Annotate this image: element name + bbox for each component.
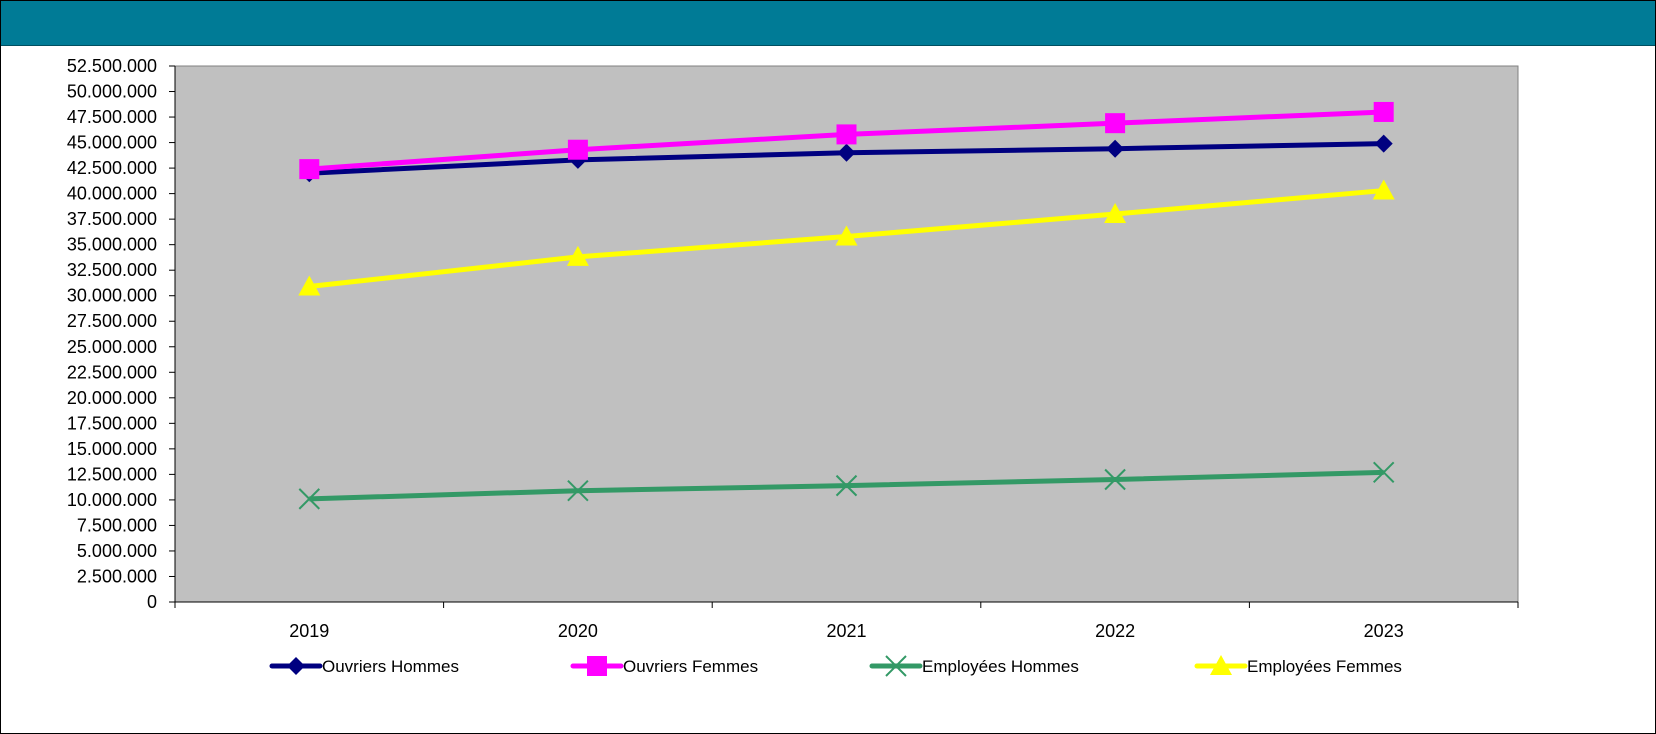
data-point xyxy=(1104,203,1127,224)
data-point xyxy=(1374,134,1393,153)
legend-item: Ouvriers Hommes xyxy=(269,657,459,676)
data-point xyxy=(1372,461,1395,484)
series-1 xyxy=(300,134,1393,183)
legend-item: Ouvriers Femmes xyxy=(570,656,758,676)
data-point xyxy=(835,225,858,246)
y-tick-label: 25.000.000 xyxy=(67,337,157,357)
legend: Ouvriers Hommes Ouvriers Femmes Employées … xyxy=(269,655,1402,677)
data-point xyxy=(1105,113,1126,134)
data-point xyxy=(567,480,589,502)
data-point xyxy=(299,159,320,180)
y-tick-label: 27.500.000 xyxy=(67,311,157,331)
x-tick-label: 2021 xyxy=(826,621,866,641)
series-layer xyxy=(298,101,1395,510)
data-point xyxy=(566,245,589,266)
x-axis: 2019 2020 2021 2022 2023 xyxy=(174,601,1519,641)
y-tick-label: 30.000.000 xyxy=(67,286,157,306)
legend-item: Employées Femmes xyxy=(1194,655,1402,676)
y-tick-label: 5.000.000 xyxy=(77,541,157,561)
y-tick-label: 45.000.000 xyxy=(67,133,157,153)
y-tick-label: 47.500.000 xyxy=(67,107,157,127)
data-point xyxy=(298,488,321,510)
y-tick-label: 42.500.000 xyxy=(67,158,157,178)
data-point xyxy=(298,275,321,296)
y-tick-label: 2.500.000 xyxy=(77,566,157,586)
data-point xyxy=(1372,179,1395,200)
y-tick-label: 40.000.000 xyxy=(67,184,157,204)
series-2 xyxy=(299,101,1394,180)
data-point xyxy=(836,124,857,145)
legend-marker xyxy=(1210,655,1232,675)
y-axis: 0 2.500.000 5.000.000 7.500.000 10.000.000 12… xyxy=(67,56,176,612)
x-tick-label: 2019 xyxy=(289,621,329,641)
data-point xyxy=(567,139,588,160)
legend-label: Ouvriers Femmes xyxy=(623,657,758,676)
legend-marker xyxy=(885,655,907,677)
y-tick-label: 0 xyxy=(147,592,157,612)
y-tick-label: 50.000.000 xyxy=(67,82,157,102)
y-tick-label: 32.500.000 xyxy=(67,260,157,280)
data-point xyxy=(835,474,858,497)
legend-marker xyxy=(287,657,305,675)
series-4 xyxy=(298,179,1395,296)
data-point xyxy=(1373,101,1394,122)
x-tick-label: 2022 xyxy=(1095,621,1135,641)
data-point xyxy=(1104,468,1126,491)
title-bar xyxy=(1,1,1655,46)
y-tick-label: 35.000.000 xyxy=(67,235,157,255)
y-tick-label: 12.500.000 xyxy=(67,464,157,484)
y-tick-label: 22.500.000 xyxy=(67,362,157,382)
y-tick-label: 17.500.000 xyxy=(67,413,157,433)
y-tick-label: 37.500.000 xyxy=(67,209,157,229)
x-tick-label: 2020 xyxy=(558,621,598,641)
series-3 xyxy=(298,461,1395,510)
data-point xyxy=(1106,139,1125,158)
y-tick-label: 15.000.000 xyxy=(67,439,157,459)
legend-label: Employées Femmes xyxy=(1247,657,1402,676)
data-point xyxy=(837,143,856,162)
y-tick-label: 52.500.000 xyxy=(67,56,157,76)
y-tick-label: 10.000.000 xyxy=(67,490,157,510)
legend-label: Ouvriers Hommes xyxy=(322,657,459,676)
legend-item: Employées Hommes xyxy=(869,655,1079,677)
y-tick-label: 7.500.000 xyxy=(77,515,157,535)
y-tick-label: 20.000.000 xyxy=(67,388,157,408)
x-tick-label: 2023 xyxy=(1364,621,1404,641)
legend-marker xyxy=(587,656,607,676)
legend-label: Employées Hommes xyxy=(922,657,1079,676)
